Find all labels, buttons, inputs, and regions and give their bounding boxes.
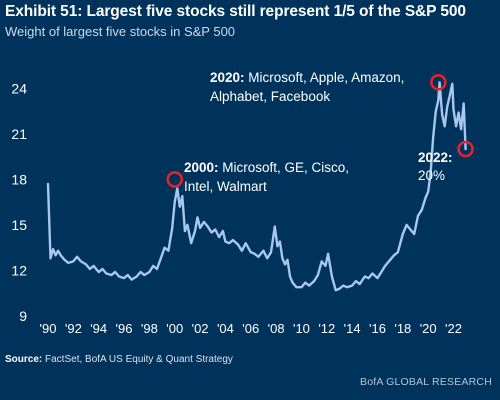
x-tick-label: '16 <box>369 321 386 336</box>
highlight-circle <box>430 73 447 91</box>
highlight-circle <box>166 171 184 188</box>
chart-title: Exhibit 51: Largest five stocks still re… <box>5 3 466 20</box>
x-tick-label: '98 <box>141 321 158 336</box>
annotations-layer: 2000: Microsoft, GE, Cisco, Intel, Walmar… <box>166 70 474 194</box>
x-tick-label: '10 <box>293 321 310 336</box>
source-label: Source: <box>5 354 43 365</box>
annotation-label: Alphabet, Facebook <box>210 89 330 104</box>
y-tick-label: 9 <box>19 308 27 324</box>
x-tick-label: '02 <box>192 321 209 336</box>
chart-subtitle: Weight of largest five stocks in S&P 500 <box>5 24 236 39</box>
annotation-label: 20% <box>418 168 445 183</box>
series-line <box>46 81 467 292</box>
source-text: FactSet, BofA US Equity & Quant Strategy <box>42 354 233 365</box>
x-tick-label: '22 <box>445 321 462 336</box>
annotation-label: Intel, Walmart <box>184 179 267 194</box>
x-tick-label: '90 <box>40 321 57 336</box>
x-tick-label: '12 <box>318 321 335 336</box>
series-layer <box>46 81 467 292</box>
annotation-label: 2000: Microsoft, GE, Cisco, <box>184 160 349 175</box>
branding-text: BofA GLOBAL RESEARCH <box>360 376 492 388</box>
x-tick-label: '20 <box>420 321 437 336</box>
y-tick-label: 15 <box>11 217 27 233</box>
x-tick-label: '94 <box>90 321 107 336</box>
x-tick-label: '92 <box>65 321 82 336</box>
x-tick-label: '04 <box>217 321 234 336</box>
x-tick-label: '00 <box>166 321 183 336</box>
x-tick-label: '08 <box>268 321 285 336</box>
source-note: Source: FactSet, BofA US Equity & Quant … <box>5 354 233 365</box>
x-tick-label: '96 <box>116 321 133 336</box>
y-tick-label: 21 <box>11 126 27 142</box>
highlight-circle <box>457 140 474 158</box>
y-tick-label: 24 <box>11 80 27 96</box>
y-tick-label: 12 <box>11 262 27 278</box>
x-axis: '90 '92 '94 '96 '98 '00 '02 '04 '06 '08 '10 '12 '14 '… <box>40 321 462 336</box>
annotation-label: 2020: Microsoft, Apple, Amazon, <box>210 70 404 85</box>
y-axis: 9 12 15 18 21 24 <box>11 80 27 324</box>
annotation-label: 2022: <box>418 150 453 165</box>
x-tick-label: '06 <box>242 321 259 336</box>
x-tick-label: '14 <box>344 321 361 336</box>
x-tick-label: '18 <box>394 321 411 336</box>
y-tick-label: 18 <box>11 171 27 187</box>
